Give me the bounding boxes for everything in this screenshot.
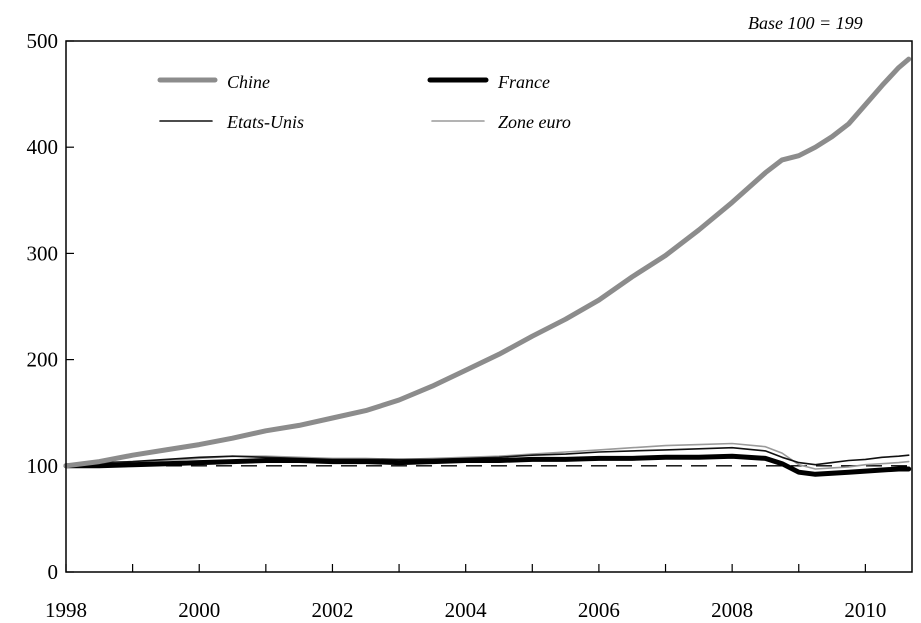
plot-frame: [65, 40, 913, 573]
y-tick-label: 100: [27, 454, 59, 478]
y-tick-label: 300: [27, 241, 59, 265]
series-line-etats-unis: [65, 446, 910, 466]
x-tick-label: 2002: [311, 598, 353, 622]
legend-label-zone-euro: Zone euro: [498, 112, 571, 132]
legend: Chine France Etats-Unis Zone euro: [157, 72, 571, 132]
legend-label-france: France: [497, 72, 550, 92]
y-tick-label: 200: [27, 348, 59, 372]
x-tick-label: 2000: [178, 598, 220, 622]
base-note: Base 100 = 199: [748, 13, 863, 33]
legend-label-etats-unis: Etats-Unis: [226, 112, 304, 132]
x-axis: 1998 2000 2002 2004 2006 2008 2010: [45, 564, 886, 622]
legend-label-chine: Chine: [227, 72, 270, 92]
series-layer: [63, 56, 912, 477]
y-tick-label: 400: [27, 135, 59, 159]
x-tick-label: 1998: [45, 598, 87, 622]
x-tick-label: 2004: [445, 598, 488, 622]
y-tick-label: 0: [48, 560, 59, 584]
series-line-chine: [63, 56, 912, 469]
y-axis: 0 100 200 300 400 500: [27, 29, 74, 584]
y-tick-label: 500: [27, 29, 59, 53]
series-line-france: [63, 453, 912, 477]
x-tick-label: 2010: [844, 598, 886, 622]
x-tick-label: 2008: [711, 598, 753, 622]
x-tick-label: 2006: [578, 598, 620, 622]
